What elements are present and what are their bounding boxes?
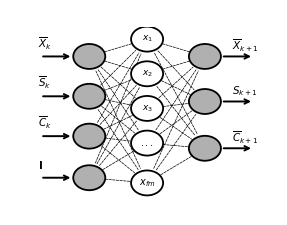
Circle shape [73, 44, 105, 69]
Circle shape [73, 84, 105, 109]
Text: $x_{fm}$: $x_{fm}$ [139, 177, 155, 189]
Circle shape [189, 136, 221, 161]
Text: $...$: $...$ [140, 138, 154, 148]
Circle shape [189, 89, 221, 114]
Circle shape [73, 124, 105, 149]
Text: $\overline{C}_{k+1}$: $\overline{C}_{k+1}$ [232, 130, 259, 146]
Circle shape [131, 61, 163, 86]
Text: $\overline{S}_k$: $\overline{S}_k$ [38, 75, 51, 92]
Circle shape [131, 171, 163, 195]
Text: $S_{k+1}$: $S_{k+1}$ [232, 84, 258, 98]
Text: $x_1$: $x_1$ [141, 34, 153, 44]
Circle shape [131, 130, 163, 155]
Circle shape [189, 44, 221, 69]
Circle shape [131, 27, 163, 52]
Text: $\overline{X}_{k+1}$: $\overline{X}_{k+1}$ [232, 38, 259, 54]
Text: $x_2$: $x_2$ [141, 69, 153, 79]
Circle shape [73, 165, 105, 190]
Text: $\overline{C}_k$: $\overline{C}_k$ [38, 115, 52, 131]
Text: $\mathbf{I}$: $\mathbf{I}$ [38, 159, 43, 171]
Text: $\overline{X}_k$: $\overline{X}_k$ [38, 35, 52, 52]
Circle shape [131, 96, 163, 121]
Text: $x_3$: $x_3$ [141, 103, 153, 114]
